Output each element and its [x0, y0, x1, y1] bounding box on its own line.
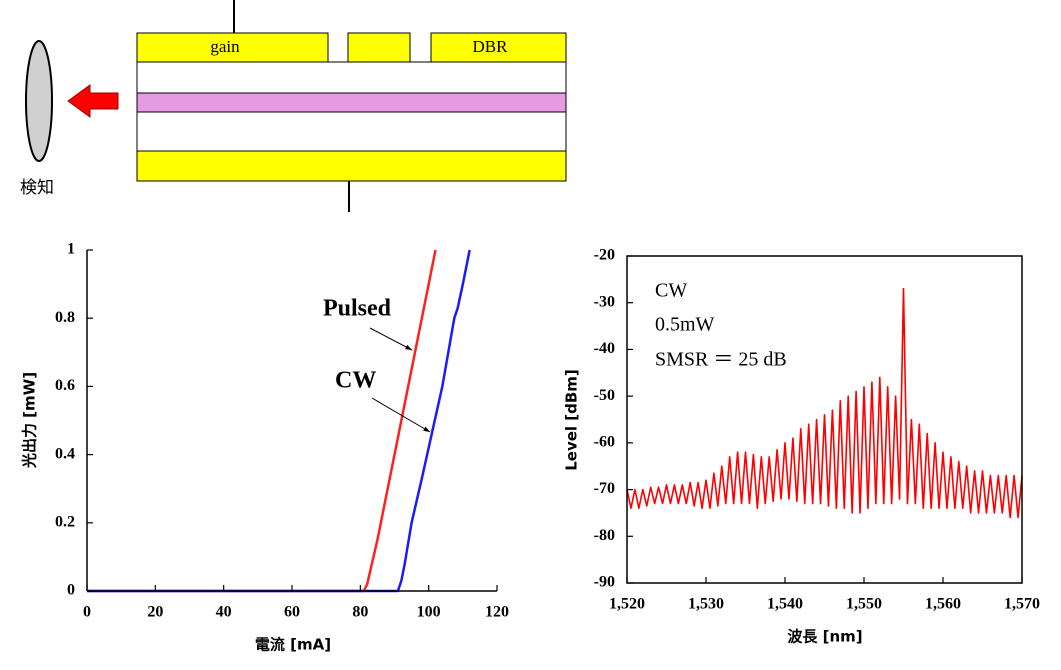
- y-tick-label: -40: [594, 340, 615, 357]
- data-line: [626, 287, 1023, 519]
- y-tick-label: 0.4: [55, 445, 75, 462]
- annotation: Pulsed: [323, 296, 392, 322]
- annotation: CW: [335, 368, 376, 394]
- y-tick-label: 0: [67, 582, 75, 599]
- x-tick-label: 40: [216, 604, 232, 621]
- data-line: [87, 249, 471, 593]
- y-tick-label: -50: [594, 387, 615, 404]
- y-tick-label: -30: [594, 293, 615, 310]
- y-axis-label: Level [dBm]: [563, 369, 581, 471]
- cladding: [136, 61, 567, 94]
- annotation: 0.5mW: [655, 314, 715, 336]
- data-line: [87, 249, 437, 593]
- y-tick-label: 0.2: [55, 513, 75, 530]
- y-axis-label: 光出力 [mW]: [21, 372, 39, 469]
- dbr-label: DBR: [473, 37, 509, 56]
- x-tick-label: 100: [417, 604, 441, 621]
- y-tick-label: -90: [594, 574, 615, 591]
- detector: [25, 40, 53, 162]
- phase-electrode: [347, 32, 411, 63]
- arrow-head: [423, 426, 430, 432]
- x-tick-label: 1,570: [1004, 596, 1040, 613]
- x-tick-label: 80: [352, 604, 368, 621]
- y-tick-label: 0.6: [55, 377, 75, 394]
- x-tick-label: 20: [147, 604, 163, 621]
- plot-frame: [626, 255, 1023, 584]
- x-tick-label: 60: [284, 604, 300, 621]
- x-tick-label: 1,530: [688, 596, 724, 613]
- annotation: SMSR ＝ 25 dB: [655, 349, 787, 371]
- detector-label: 検知: [20, 178, 54, 198]
- y-tick-label: -70: [594, 480, 615, 497]
- y-tick-label: -60: [594, 434, 615, 451]
- y-tick-label: 1: [67, 241, 75, 258]
- x-axis-label: 電流 [mA]: [255, 636, 331, 654]
- arrow-head: [405, 344, 412, 350]
- dbr-electrode: [430, 32, 567, 63]
- x-tick-label: 120: [485, 604, 509, 621]
- x-tick-label: 1,560: [925, 596, 961, 613]
- x-tick-label: 1,540: [767, 596, 803, 613]
- annotation-arrow: [371, 397, 431, 433]
- cladding: [136, 111, 567, 152]
- x-axis-label: 波長 [nm]: [787, 628, 862, 646]
- x-tick-label: 1,520: [609, 596, 645, 613]
- annotation-arrow: [369, 327, 413, 351]
- annotation: CW: [655, 280, 687, 302]
- y-tick-label: -80: [594, 527, 615, 544]
- gain-label: gain: [210, 37, 240, 56]
- y-tick-label: 0.8: [55, 309, 75, 326]
- output-arrow: [67, 84, 119, 118]
- laser-diagram: gain DBR 検知: [20, 0, 567, 212]
- x-tick-label: 0: [83, 604, 91, 621]
- bottom-electrode: [136, 150, 567, 182]
- active-layer: [136, 92, 567, 113]
- x-tick-label: 1,550: [846, 596, 882, 613]
- y-tick-label: -20: [594, 247, 615, 264]
